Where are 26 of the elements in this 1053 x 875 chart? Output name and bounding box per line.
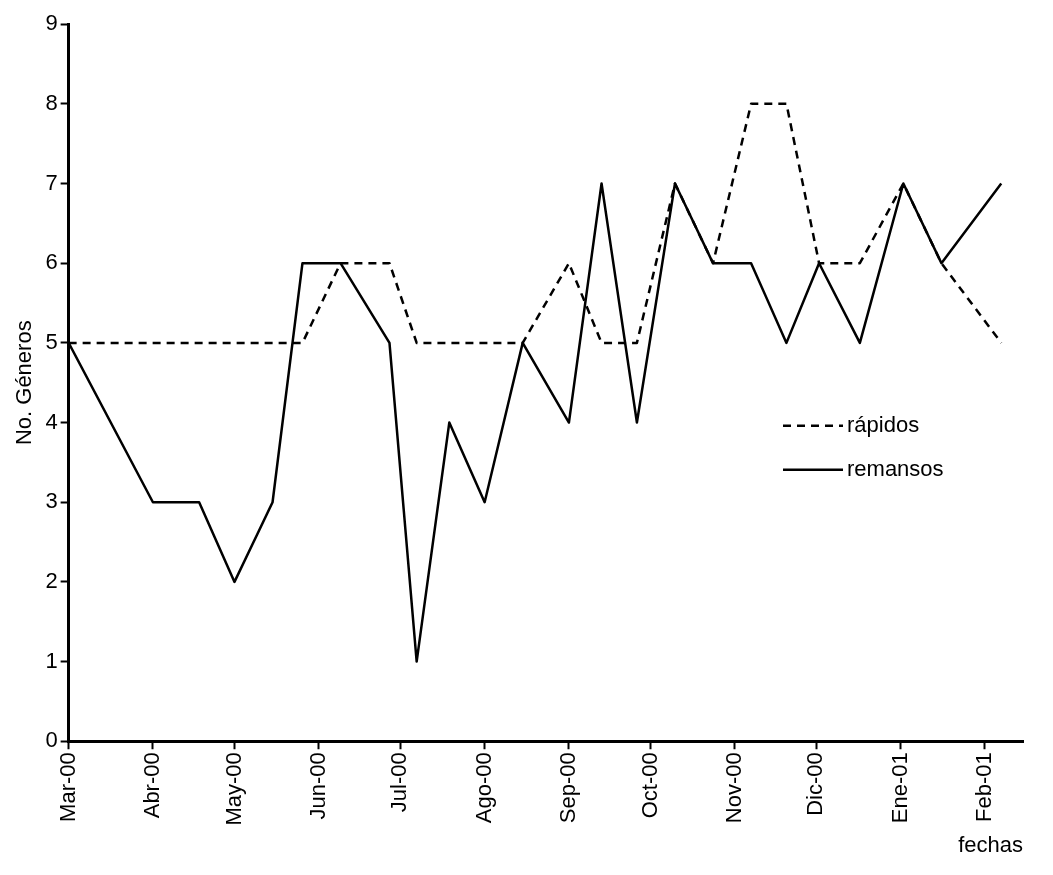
x-axis-title: fechas xyxy=(958,831,1023,857)
x-tick-label: Dic-00 xyxy=(802,752,828,816)
y-tick-label: 3 xyxy=(45,488,58,514)
x-tick-label: Jul-00 xyxy=(386,752,412,813)
y-tick-label: 1 xyxy=(45,647,58,673)
x-tick-label: Abr-00 xyxy=(138,752,164,819)
y-tick-label: 4 xyxy=(45,408,58,434)
x-tick-label: Oct-00 xyxy=(636,752,662,819)
x-tick-label: Jun-00 xyxy=(304,752,330,820)
x-tick-label: Sep-00 xyxy=(554,752,580,824)
y-tick-label: 8 xyxy=(45,89,58,115)
x-tick-label: Ago-00 xyxy=(470,752,496,824)
y-tick-label: 0 xyxy=(45,727,58,753)
y-tick-label: 6 xyxy=(45,249,58,275)
legend-label: rápidos xyxy=(847,411,920,437)
x-tick-label: Feb-01 xyxy=(971,752,996,822)
y-tick-label: 9 xyxy=(45,10,58,36)
y-tick-label: 2 xyxy=(45,567,58,593)
x-tick-label: May-00 xyxy=(220,752,246,826)
y-tick-label: 5 xyxy=(45,328,58,354)
x-tick-label: Ene-01 xyxy=(886,752,912,824)
legend-label: remansos xyxy=(847,455,944,481)
y-axis-title: No. Géneros xyxy=(11,320,37,446)
y-tick-label: 7 xyxy=(45,169,58,195)
x-tick-label: Nov-00 xyxy=(720,752,746,824)
x-tick-label: Mar-00 xyxy=(54,752,80,822)
